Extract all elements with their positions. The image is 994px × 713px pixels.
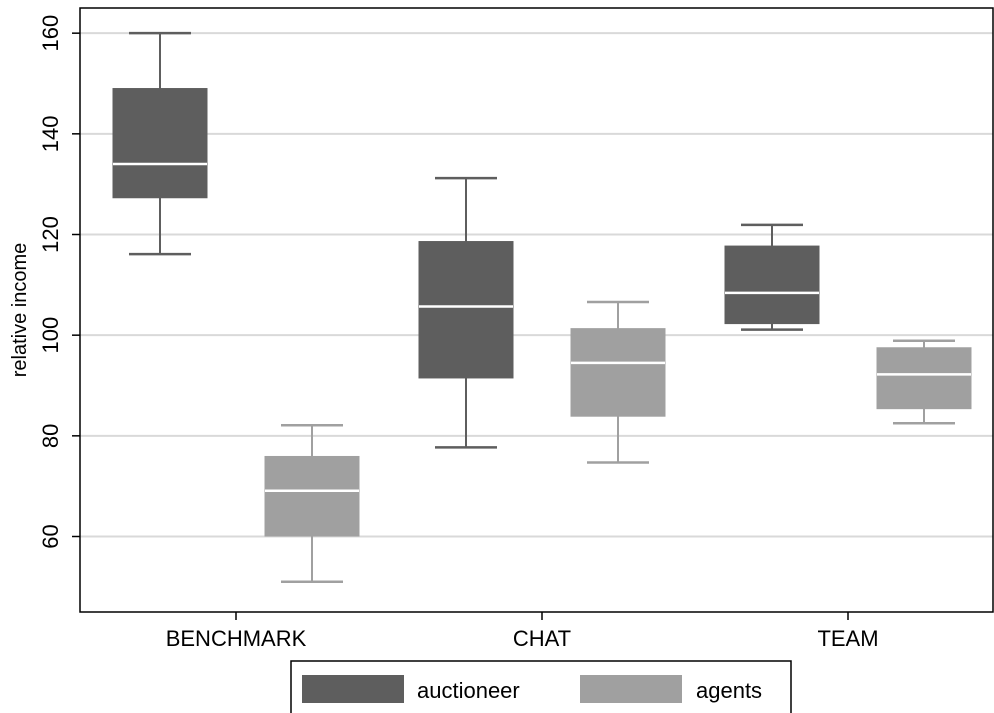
y-tick-label: 140 (38, 115, 63, 152)
plot-frame (79, 7, 994, 613)
y-tick-label: 80 (38, 424, 63, 448)
y-axis-title: relative income (9, 243, 31, 378)
series-auctioneer (112, 31, 820, 449)
box-agents-team (876, 339, 972, 425)
box-agents-benchmark (264, 424, 360, 584)
iqr-box (112, 88, 208, 199)
box-auctioneer-chat (418, 176, 514, 449)
y-tick-label: 120 (38, 216, 63, 253)
iqr-box (570, 328, 666, 417)
legend-label-agents: agents (696, 678, 762, 703)
legend-swatch-auctioneer (302, 675, 404, 703)
iqr-box (724, 245, 820, 325)
box-auctioneer-benchmark (112, 31, 208, 256)
y-axis: 60 80 100 120 140 160 (38, 15, 80, 549)
y-tick-label: 100 (38, 317, 63, 354)
iqr-box (418, 241, 514, 379)
grid-lines (80, 32, 993, 538)
iqr-box (264, 455, 360, 537)
legend: auctioneer agents (290, 660, 792, 713)
y-tick-label: 60 (38, 524, 63, 548)
x-tick-label: BENCHMARK (166, 626, 307, 651)
box-plot-series (112, 31, 972, 584)
box-auctioneer-team (724, 223, 820, 331)
x-axis: BENCHMARK CHAT TEAM (166, 612, 879, 651)
legend-label-auctioneer: auctioneer (417, 678, 520, 703)
x-tick-label: TEAM (817, 626, 878, 651)
y-tick-label: 160 (38, 15, 63, 52)
legend-swatch-agents (580, 675, 682, 703)
box-agents-chat (570, 300, 666, 464)
x-tick-label: CHAT (513, 626, 571, 651)
series-agents (264, 300, 972, 584)
iqr-box (876, 347, 972, 410)
